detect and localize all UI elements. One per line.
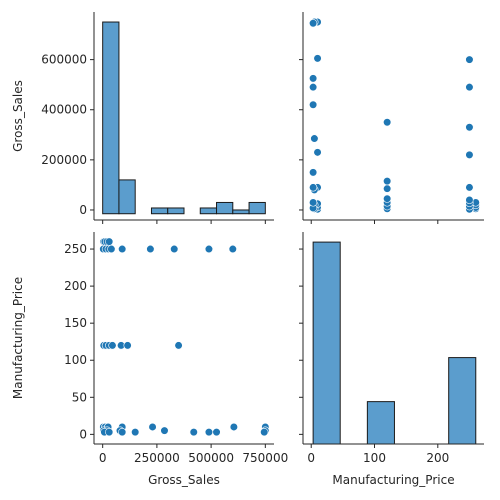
scatter-point	[310, 134, 319, 143]
x-axis-title: Manufacturing_Price	[332, 473, 454, 487]
x-tick-label: 100	[363, 451, 386, 465]
scatter-point	[383, 177, 392, 186]
histogram-bar	[448, 357, 477, 445]
scatter-point	[465, 150, 474, 159]
scatter-point	[107, 244, 116, 254]
scatter-point	[170, 244, 179, 254]
y-tick-label: 400000	[41, 103, 87, 117]
scatter-point	[160, 426, 169, 435]
scatter-point	[148, 422, 157, 432]
scatter-point	[131, 428, 140, 437]
scatter-point	[309, 100, 318, 109]
scatter-point	[313, 148, 322, 157]
scatter-point	[204, 428, 214, 437]
scatter-point	[146, 244, 155, 254]
scatter-point	[383, 194, 392, 203]
scatter-point	[105, 237, 114, 246]
y-tick-label: 100	[64, 353, 87, 367]
y-tick-label: 150	[64, 316, 87, 330]
scatter-point	[174, 341, 183, 350]
x-tick-label: 500000	[188, 451, 234, 465]
x-tick-label: 0	[307, 451, 315, 465]
scatter-point	[465, 183, 474, 192]
x-tick-label: 750000	[242, 451, 288, 465]
scatter-point	[189, 428, 198, 437]
histogram-bar	[167, 207, 185, 215]
x-tick-label: 200	[426, 451, 449, 465]
scatter-point	[309, 19, 318, 28]
scatter-point	[105, 428, 114, 437]
y-tick-label: 0	[79, 427, 87, 441]
scatter-point	[309, 168, 318, 177]
scatter-point	[118, 244, 127, 254]
y-axis-title: Manufacturing_Price	[11, 277, 25, 399]
y-tick-label: 600000	[41, 53, 87, 67]
scatter-point	[383, 184, 392, 193]
scatter-point	[465, 83, 474, 92]
scatter-point	[465, 123, 474, 132]
scatter-point	[465, 55, 474, 64]
x-tick-label: 0	[99, 451, 107, 465]
scatter-point	[204, 244, 214, 254]
histogram-bar	[150, 207, 169, 215]
histogram-bar	[216, 201, 234, 215]
histogram-bar	[199, 207, 218, 215]
histogram-bar	[118, 179, 136, 215]
histogram-bar	[366, 401, 395, 445]
scatter-point	[212, 428, 221, 437]
histogram-bar	[312, 241, 341, 445]
scatter-point	[228, 244, 237, 254]
histogram-bar	[102, 21, 120, 215]
y-tick-label: 250	[64, 242, 87, 256]
x-tick-label: 250000	[134, 451, 180, 465]
scatter-point	[309, 183, 318, 192]
scatter-point	[260, 428, 269, 437]
histogram-bar	[248, 201, 266, 215]
scatter-point	[465, 195, 474, 205]
scatter-point	[123, 341, 132, 350]
x-axis-title: Gross_Sales	[148, 473, 220, 487]
scatter-point	[309, 83, 318, 92]
y-tick-label: 50	[72, 390, 87, 404]
scatter-point	[229, 422, 238, 432]
scatter-point	[309, 74, 318, 83]
y-tick-label: 200000	[41, 153, 87, 167]
scatter-point	[383, 118, 392, 127]
scatter-point	[309, 198, 318, 207]
y-tick-label: 200	[64, 279, 87, 293]
scatter-point	[118, 428, 127, 437]
scatter-point	[108, 341, 117, 350]
scatter-point	[313, 54, 322, 63]
y-axis-title: Gross_Sales	[11, 80, 25, 152]
histogram-bar	[232, 209, 250, 215]
y-tick-label: 0	[79, 203, 87, 217]
